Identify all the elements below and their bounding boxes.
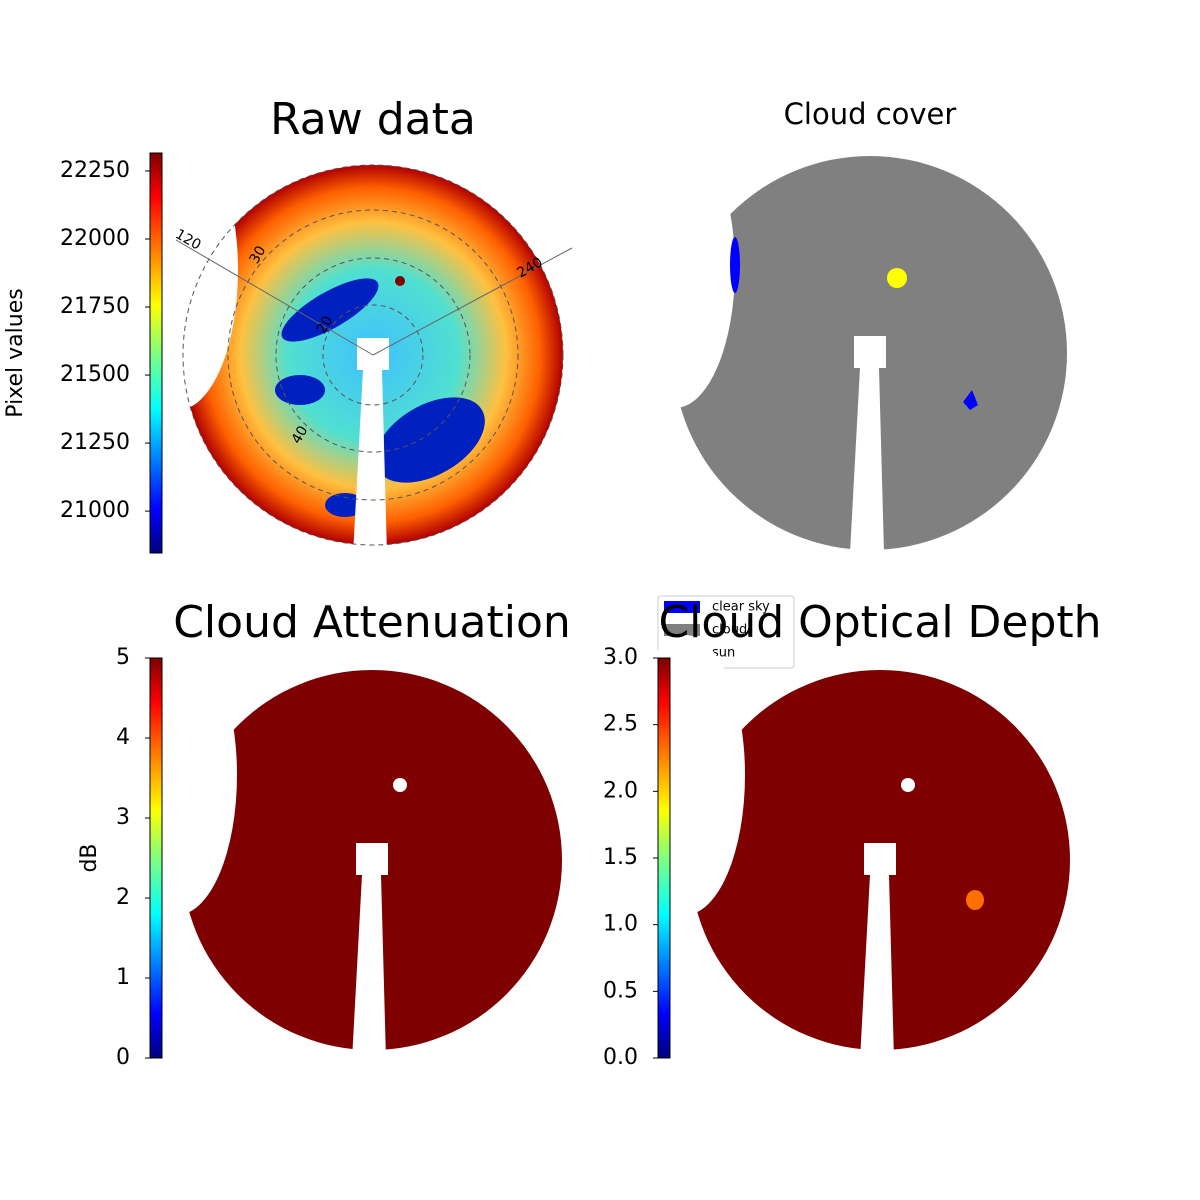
sun-spot (887, 268, 907, 288)
polar-axis (175, 239, 374, 356)
panel-title: Raw data (270, 94, 476, 145)
colorbar (149, 152, 163, 554)
colorbar-tick-label: 0 (116, 1045, 130, 1070)
camera-arm (850, 368, 884, 553)
camera-mount (864, 843, 896, 875)
cloud-blob (275, 375, 325, 405)
panel-title: Cloud Optical Depth (658, 597, 1101, 648)
polar-grid (175, 164, 573, 546)
polar-circle (227, 209, 519, 501)
clear-patch (963, 390, 978, 410)
polar-circle (182, 164, 564, 546)
obstruction (615, 128, 735, 408)
colorbar-tick-label: 22000 (60, 226, 130, 251)
obstruction (117, 635, 237, 915)
radius-tick-label: 30 (247, 243, 270, 266)
colorbar-tick-label: 0.5 (603, 978, 638, 1003)
sun-spot (395, 276, 405, 286)
obstruction (118, 130, 238, 410)
colorbar-tick-label: 21500 (60, 362, 130, 387)
colorbar (149, 657, 163, 1059)
legend-swatch (664, 624, 700, 636)
colorbar-tick-label: 2 (116, 885, 130, 910)
cloud-blob (281, 278, 379, 342)
clear-patch (730, 237, 740, 293)
legend-label: cloud (712, 623, 747, 638)
thin-cloud (966, 890, 984, 910)
polar-axis (372, 247, 573, 356)
colorbar-tick-label: 3.0 (603, 645, 638, 670)
sky-image (117, 635, 562, 1060)
panel-title: Cloud Attenuation (173, 597, 571, 648)
colorbar-tick-label: 21250 (60, 430, 130, 455)
sky-image (118, 130, 563, 555)
camera-mount (357, 338, 389, 370)
colorbar-tick-label: 1.0 (603, 912, 638, 937)
obstruction (625, 635, 745, 915)
colorbar (657, 657, 671, 1059)
colorbar-tick-label: 2.0 (603, 778, 638, 803)
radius-tick-label: 40 (289, 423, 312, 446)
colorbar-tick-label: 5 (116, 645, 130, 670)
camera-arm (860, 875, 894, 1060)
legend-swatch (664, 601, 700, 613)
colorbar-tick-label: 0.0 (603, 1045, 638, 1070)
colorbar-tick-label: 21750 (60, 294, 130, 319)
colorbar-tick-label: 21000 (60, 498, 130, 523)
sky-image (625, 635, 1070, 1060)
radius-tick-label: 20 (314, 313, 337, 336)
camera-arm (353, 370, 387, 555)
colorbar-label: Pixel values (3, 288, 28, 417)
colorbar-tick-label: 4 (116, 725, 130, 750)
colorbar-tick-label: 1 (116, 965, 130, 990)
colorbar-tick-label: 1.5 (603, 845, 638, 870)
colorbar-tick-label: 22250 (60, 158, 130, 183)
colorbar-tick-label: 3 (116, 805, 130, 830)
legend-label: sun (712, 646, 735, 661)
sun-mask (901, 778, 915, 792)
legend-label: clear sky (712, 600, 770, 615)
colorbar-tick-label: 2.5 (603, 712, 638, 737)
sun-mask (393, 778, 407, 792)
sky-image (615, 128, 1067, 553)
polar-circle (275, 257, 471, 453)
camera-mount (356, 843, 388, 875)
colorbar-label: dB (77, 843, 102, 872)
camera-arm (352, 875, 386, 1060)
panel-title: Cloud cover (784, 97, 957, 131)
camera-mount (854, 336, 886, 368)
polar-circle (322, 304, 424, 406)
cloud-blob (375, 397, 485, 483)
